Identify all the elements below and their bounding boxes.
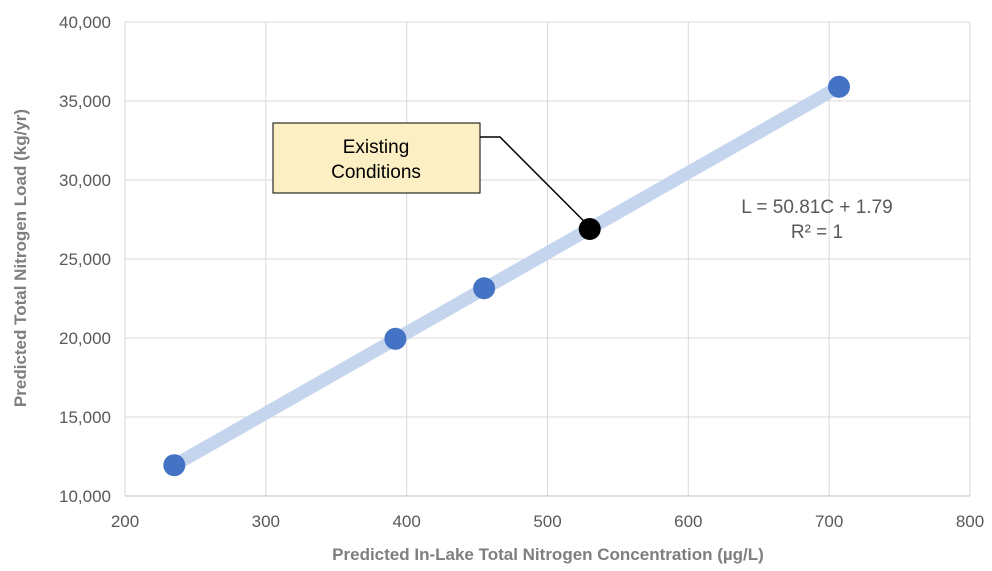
trendline-layer (167, 80, 846, 472)
x-tick-label: 400 (392, 512, 420, 531)
y-tick-label: 25,000 (59, 250, 111, 269)
trendline (167, 80, 846, 472)
annotation-leader-line (480, 136, 586, 223)
annotation-box (272, 122, 481, 194)
annotation-callout: Existing Conditions (272, 122, 586, 223)
data-point (384, 327, 407, 350)
y-tick-label: 15,000 (59, 408, 111, 427)
trendline-r-squared: R² = 1 (791, 222, 843, 243)
x-tick-label: 800 (956, 512, 984, 531)
y-tick-labels: 10,000 15,000 20,000 25,000 30,000 35,000 40,0… (59, 13, 111, 506)
y-tick-label: 35,000 (59, 92, 111, 111)
annotation-line-1: Existing (343, 137, 410, 158)
x-tick-label: 700 (815, 512, 843, 531)
x-tick-labels: 200 300 400 500 600 700 800 (111, 512, 984, 531)
data-point (473, 277, 496, 300)
x-tick-label: 500 (533, 512, 561, 531)
data-point (163, 454, 186, 477)
data-points (163, 75, 851, 477)
data-point (828, 75, 851, 98)
y-tick-label: 10,000 (59, 487, 111, 506)
trendline-equation: L = 50.81C + 1.79 (741, 197, 892, 218)
x-axis-title: Predicted In-Lake Total Nitrogen Concent… (332, 545, 764, 564)
y-tick-label: 20,000 (59, 329, 111, 348)
y-tick-label: 40,000 (59, 13, 111, 32)
existing-conditions-point (578, 217, 601, 240)
annotation-line-2: Conditions (331, 162, 421, 183)
x-tick-label: 200 (111, 512, 139, 531)
grid-lines (125, 21, 971, 496)
x-tick-label: 600 (674, 512, 702, 531)
y-tick-label: 30,000 (59, 171, 111, 190)
x-tick-label: 300 (252, 512, 280, 531)
y-axis-title: Predicted Total Nitrogen Load (kg/yr) (11, 109, 30, 407)
